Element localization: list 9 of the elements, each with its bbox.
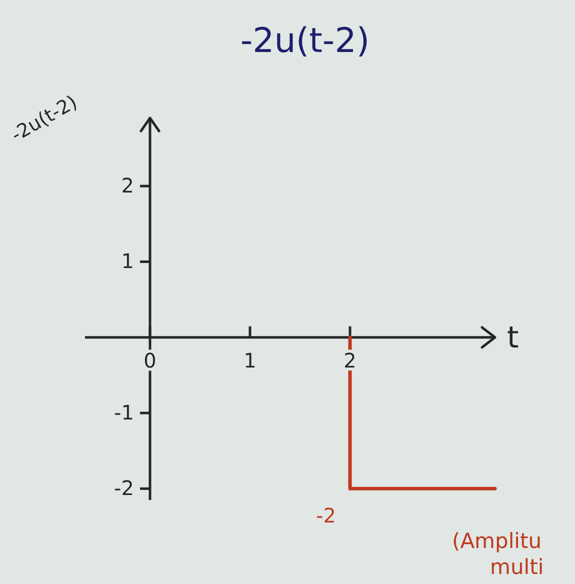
annotation: -2	[316, 504, 336, 528]
chart-title: -2u(t-2)	[240, 21, 370, 61]
y-tick-label: 2	[121, 173, 134, 198]
y-tick-label: 1	[121, 249, 134, 274]
text: (Amplitu multi	[452, 529, 544, 579]
y-tick-label: -2	[114, 476, 134, 500]
y-tick-label: -1	[114, 400, 134, 424]
x-tick-label: 1	[244, 348, 256, 372]
x-axis-title: t	[507, 320, 519, 356]
